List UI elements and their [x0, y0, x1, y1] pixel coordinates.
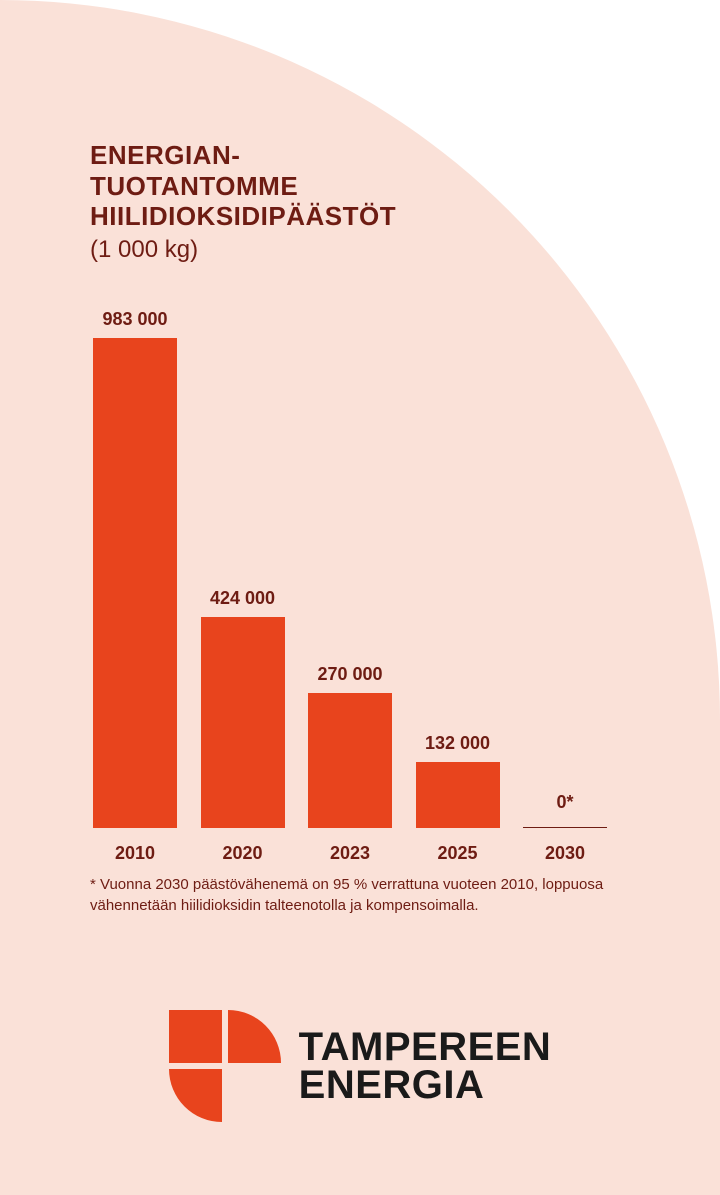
bar-group: 983 000 — [90, 309, 180, 828]
bar — [201, 617, 285, 828]
bar — [416, 762, 500, 828]
logo-text-line: TAMPEREEN — [299, 1028, 552, 1066]
x-axis-label: 2023 — [305, 843, 395, 864]
logo-mark-icon — [169, 1010, 281, 1122]
bar — [93, 338, 177, 828]
bar-value-label: 424 000 — [210, 588, 275, 609]
zero-baseline — [523, 827, 607, 828]
logo-empty-quadrant — [228, 1069, 281, 1122]
footnote-text: * Vuonna 2030 päästövähenemä on 95 % ver… — [90, 874, 610, 916]
bar-group: 0* — [520, 792, 610, 828]
bar-group: 270 000 — [305, 664, 395, 828]
logo-quadrant-icon — [169, 1069, 222, 1122]
bar-value-label: 983 000 — [102, 309, 167, 330]
brand-logo: TAMPEREEN ENERGIA — [0, 1010, 720, 1122]
bar — [308, 693, 392, 828]
x-axis-label: 2010 — [90, 843, 180, 864]
logo-wordmark: TAMPEREEN ENERGIA — [299, 1028, 552, 1104]
title-block: ENERGIAN- TUOTANTOMME HIILIDIOKSIDIPÄÄST… — [90, 140, 630, 264]
x-axis-label: 2020 — [198, 843, 288, 864]
logo-quadrant-icon — [169, 1010, 222, 1063]
logo-text-line: ENERGIA — [299, 1066, 552, 1104]
chart-title: ENERGIAN- TUOTANTOMME HIILIDIOKSIDIPÄÄST… — [90, 140, 630, 232]
title-line: ENERGIAN- — [90, 140, 630, 171]
title-line: TUOTANTOMME — [90, 171, 630, 202]
chart-subtitle: (1 000 kg) — [90, 236, 630, 264]
x-axis-labels: 2010 2020 2023 2025 2030 — [90, 843, 610, 864]
bar-value-label: 270 000 — [317, 664, 382, 685]
bar-chart: 983 000424 000270 000132 0000* 201020202… — [90, 298, 610, 858]
bar-group: 424 000 — [198, 588, 288, 828]
bars-container: 983 000 424 000 270 000 132 000 0* — [90, 309, 610, 828]
bar-group: 132 000 — [413, 733, 503, 828]
title-line: HIILIDIOKSIDIPÄÄSTÖT — [90, 201, 630, 232]
x-axis-label: 2030 — [520, 843, 610, 864]
x-axis-label: 2025 — [413, 843, 503, 864]
bar-value-label: 132 000 — [425, 733, 490, 754]
logo-quadrant-icon — [228, 1010, 281, 1063]
bar-value-label: 0* — [556, 792, 573, 813]
